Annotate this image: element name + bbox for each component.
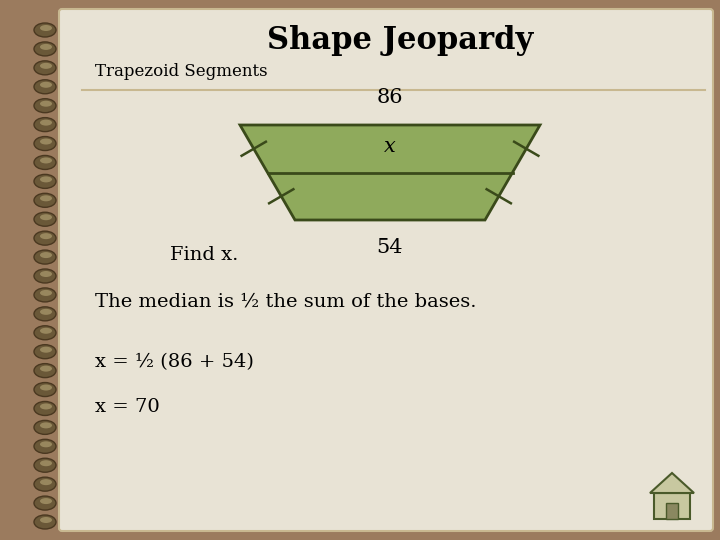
Ellipse shape — [40, 479, 52, 485]
Ellipse shape — [34, 515, 56, 529]
Polygon shape — [650, 473, 694, 493]
Ellipse shape — [34, 250, 56, 264]
Ellipse shape — [34, 137, 56, 151]
Ellipse shape — [40, 271, 52, 277]
Ellipse shape — [40, 460, 52, 466]
Text: x = 70: x = 70 — [95, 398, 160, 416]
Ellipse shape — [40, 403, 52, 409]
Ellipse shape — [40, 158, 52, 164]
Ellipse shape — [34, 99, 56, 113]
Ellipse shape — [34, 401, 56, 415]
Ellipse shape — [34, 307, 56, 321]
Ellipse shape — [34, 23, 56, 37]
Text: 54: 54 — [377, 238, 403, 257]
Ellipse shape — [40, 63, 52, 69]
Ellipse shape — [34, 440, 56, 453]
Ellipse shape — [34, 345, 56, 359]
Ellipse shape — [40, 233, 52, 239]
Ellipse shape — [40, 195, 52, 201]
Ellipse shape — [34, 382, 56, 396]
Bar — [666, 503, 678, 519]
Text: x = ½ (86 + 54): x = ½ (86 + 54) — [95, 353, 254, 371]
Text: The median is ½ the sum of the bases.: The median is ½ the sum of the bases. — [95, 293, 477, 311]
Ellipse shape — [40, 120, 52, 126]
Ellipse shape — [40, 25, 52, 31]
Ellipse shape — [34, 288, 56, 302]
Ellipse shape — [40, 252, 52, 258]
Ellipse shape — [34, 80, 56, 94]
Ellipse shape — [34, 212, 56, 226]
Ellipse shape — [40, 422, 52, 428]
Ellipse shape — [40, 290, 52, 296]
Ellipse shape — [40, 309, 52, 315]
Ellipse shape — [40, 177, 52, 183]
Ellipse shape — [34, 156, 56, 170]
Ellipse shape — [40, 498, 52, 504]
Text: Shape Jeopardy: Shape Jeopardy — [267, 24, 533, 56]
Ellipse shape — [34, 193, 56, 207]
Polygon shape — [240, 125, 540, 220]
Ellipse shape — [40, 347, 52, 353]
Ellipse shape — [34, 496, 56, 510]
Ellipse shape — [34, 231, 56, 245]
Ellipse shape — [40, 328, 52, 334]
Ellipse shape — [40, 44, 52, 50]
Ellipse shape — [40, 82, 52, 88]
Text: Find x.: Find x. — [170, 246, 238, 264]
Text: x: x — [384, 137, 396, 156]
Text: 86: 86 — [377, 88, 403, 107]
Ellipse shape — [40, 384, 52, 390]
Text: Trapezoid Segments: Trapezoid Segments — [95, 64, 268, 80]
Ellipse shape — [34, 269, 56, 283]
Ellipse shape — [34, 326, 56, 340]
FancyBboxPatch shape — [59, 9, 713, 531]
Ellipse shape — [34, 458, 56, 472]
Ellipse shape — [40, 139, 52, 145]
Ellipse shape — [34, 420, 56, 434]
Bar — [654, 493, 690, 519]
Ellipse shape — [34, 363, 56, 377]
Ellipse shape — [34, 42, 56, 56]
Ellipse shape — [40, 441, 52, 447]
Ellipse shape — [34, 477, 56, 491]
Ellipse shape — [40, 214, 52, 220]
Ellipse shape — [40, 366, 52, 372]
Ellipse shape — [40, 100, 52, 107]
Ellipse shape — [34, 118, 56, 132]
Ellipse shape — [40, 517, 52, 523]
Ellipse shape — [34, 174, 56, 188]
Ellipse shape — [34, 61, 56, 75]
